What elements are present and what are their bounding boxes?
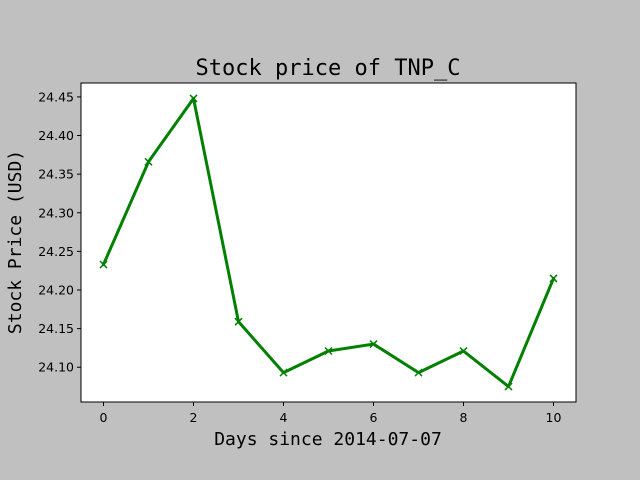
data-point-marker bbox=[144, 157, 153, 166]
x-axis-ticks: 0 2 4 6 8 10 bbox=[100, 402, 562, 425]
x-axis-label: Days since 2014-07-07 bbox=[214, 429, 442, 450]
y-tick-label: 24.30 bbox=[38, 205, 74, 220]
x-tick-label: 10 bbox=[546, 410, 562, 425]
y-tick-label: 24.40 bbox=[38, 128, 74, 143]
plot-area bbox=[81, 83, 576, 402]
x-tick-label: 2 bbox=[190, 410, 198, 425]
y-tick-label: 24.25 bbox=[38, 244, 74, 259]
y-tick-label: 24.15 bbox=[38, 321, 74, 336]
data-point-marker bbox=[414, 368, 423, 377]
data-point-marker bbox=[369, 340, 378, 349]
x-tick-label: 8 bbox=[460, 410, 468, 425]
data-point-marker bbox=[234, 317, 243, 326]
data-point-marker bbox=[279, 368, 288, 377]
data-point-marker bbox=[189, 94, 198, 103]
chart-title: Stock price of TNP_C bbox=[196, 56, 461, 81]
y-tick-label: 24.10 bbox=[38, 360, 74, 375]
price-series-markers bbox=[99, 94, 558, 391]
x-tick-label: 4 bbox=[280, 410, 288, 425]
data-point-marker bbox=[324, 346, 333, 356]
y-tick-label: 24.45 bbox=[38, 89, 74, 104]
x-tick-label: 0 bbox=[100, 410, 108, 425]
y-axis-label: Stock Price (USD) bbox=[5, 150, 26, 334]
y-axis-ticks: 24.10 24.15 24.20 24.25 24.30 24.35 24.40 24.45 bbox=[38, 89, 81, 375]
data-point-marker bbox=[99, 260, 108, 269]
data-point-marker bbox=[549, 274, 558, 283]
x-tick-label: 6 bbox=[370, 410, 378, 425]
data-point-marker bbox=[459, 346, 468, 356]
data-point-marker bbox=[504, 382, 513, 391]
plot-frame bbox=[80, 82, 577, 403]
y-tick-label: 24.35 bbox=[38, 167, 74, 182]
y-tick-label: 24.20 bbox=[38, 283, 74, 298]
